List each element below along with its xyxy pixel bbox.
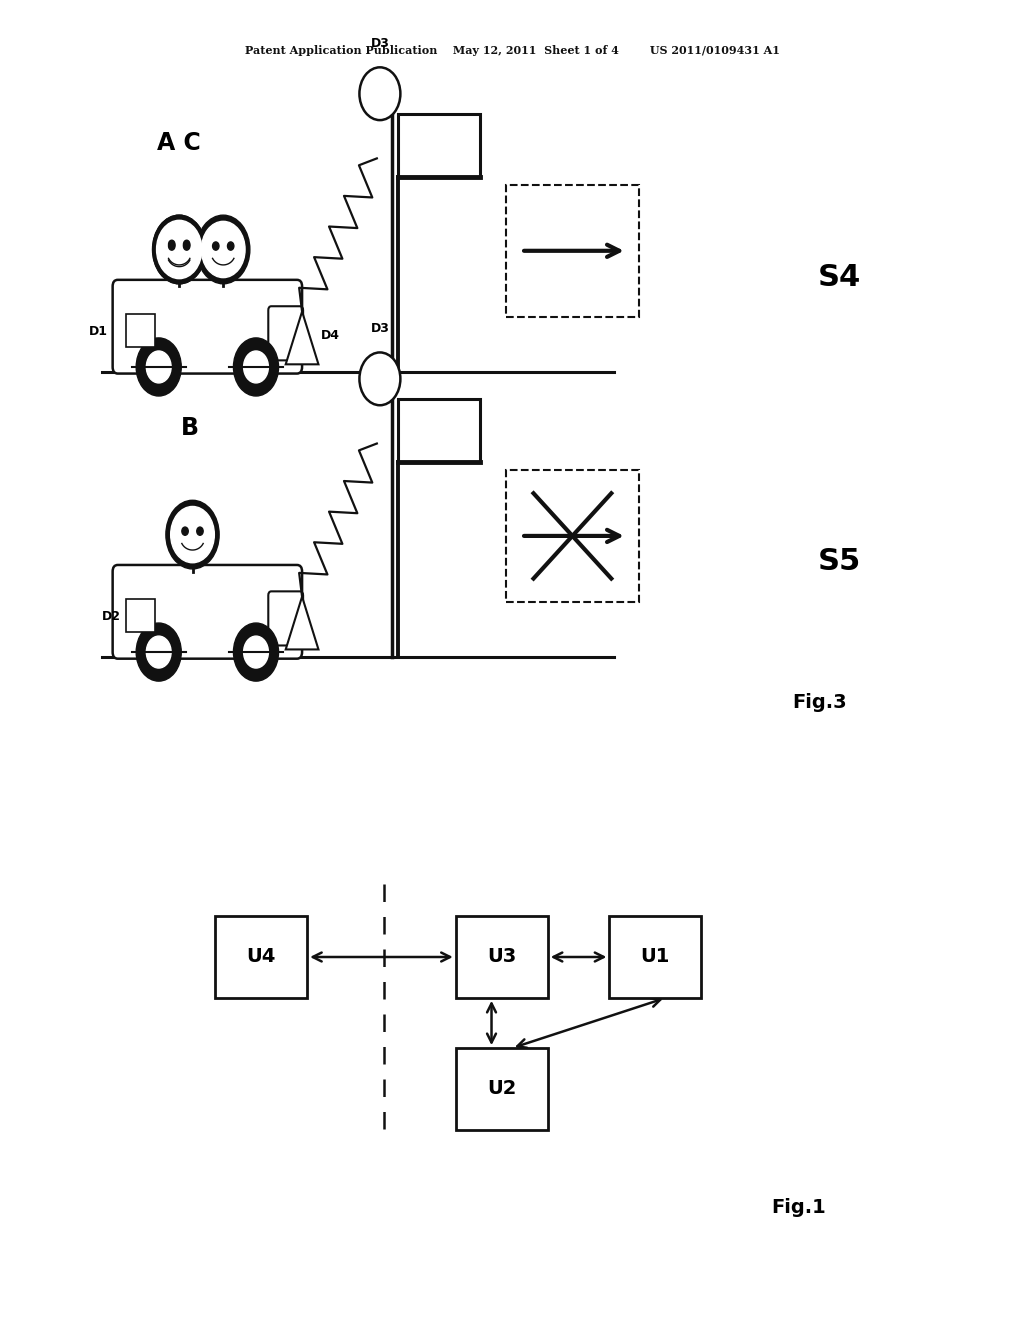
FancyBboxPatch shape bbox=[113, 280, 302, 374]
Polygon shape bbox=[286, 597, 318, 649]
Circle shape bbox=[359, 352, 400, 405]
Circle shape bbox=[153, 215, 206, 284]
FancyBboxPatch shape bbox=[398, 114, 480, 177]
Circle shape bbox=[136, 623, 181, 681]
Text: S5: S5 bbox=[818, 546, 861, 576]
Text: U2: U2 bbox=[487, 1080, 516, 1098]
FancyBboxPatch shape bbox=[506, 470, 639, 602]
Circle shape bbox=[169, 240, 175, 248]
FancyBboxPatch shape bbox=[126, 314, 155, 347]
Circle shape bbox=[182, 527, 188, 536]
Circle shape bbox=[197, 215, 250, 284]
Text: U1: U1 bbox=[641, 948, 670, 966]
FancyBboxPatch shape bbox=[268, 306, 303, 360]
Circle shape bbox=[233, 338, 279, 396]
Circle shape bbox=[146, 351, 171, 383]
Polygon shape bbox=[286, 312, 318, 364]
Text: C T: C T bbox=[426, 422, 453, 438]
Text: D1: D1 bbox=[88, 325, 108, 338]
Circle shape bbox=[169, 242, 175, 251]
Text: C T: C T bbox=[426, 137, 453, 153]
Circle shape bbox=[166, 500, 219, 569]
FancyBboxPatch shape bbox=[398, 399, 480, 462]
Circle shape bbox=[136, 338, 181, 396]
Circle shape bbox=[202, 222, 245, 277]
Circle shape bbox=[171, 507, 214, 562]
Circle shape bbox=[183, 242, 189, 251]
Circle shape bbox=[183, 240, 189, 248]
FancyBboxPatch shape bbox=[609, 916, 701, 998]
FancyBboxPatch shape bbox=[215, 916, 307, 998]
Text: D3: D3 bbox=[371, 37, 389, 50]
Text: S4: S4 bbox=[818, 263, 861, 292]
FancyBboxPatch shape bbox=[456, 1048, 548, 1130]
Circle shape bbox=[158, 222, 201, 277]
Circle shape bbox=[213, 242, 219, 251]
FancyBboxPatch shape bbox=[268, 591, 303, 645]
Circle shape bbox=[244, 351, 268, 383]
FancyBboxPatch shape bbox=[506, 185, 639, 317]
FancyBboxPatch shape bbox=[113, 565, 302, 659]
Text: D2: D2 bbox=[101, 610, 121, 623]
Text: Patent Application Publication    May 12, 2011  Sheet 1 of 4        US 2011/0109: Patent Application Publication May 12, 2… bbox=[245, 45, 779, 55]
Text: A C: A C bbox=[158, 131, 201, 154]
Text: Fig.3: Fig.3 bbox=[792, 693, 847, 711]
Circle shape bbox=[197, 527, 203, 536]
Text: U3: U3 bbox=[487, 948, 516, 966]
Circle shape bbox=[157, 220, 202, 279]
Circle shape bbox=[359, 67, 400, 120]
Text: Fig.1: Fig.1 bbox=[771, 1199, 826, 1217]
Circle shape bbox=[233, 623, 279, 681]
Circle shape bbox=[153, 215, 206, 284]
Text: D4: D4 bbox=[321, 329, 340, 342]
Circle shape bbox=[244, 636, 268, 668]
Circle shape bbox=[146, 636, 171, 668]
Text: B: B bbox=[180, 416, 199, 440]
Circle shape bbox=[227, 242, 233, 251]
Text: D3: D3 bbox=[371, 322, 389, 335]
FancyBboxPatch shape bbox=[126, 599, 155, 632]
Text: U4: U4 bbox=[247, 948, 275, 966]
FancyBboxPatch shape bbox=[456, 916, 548, 998]
